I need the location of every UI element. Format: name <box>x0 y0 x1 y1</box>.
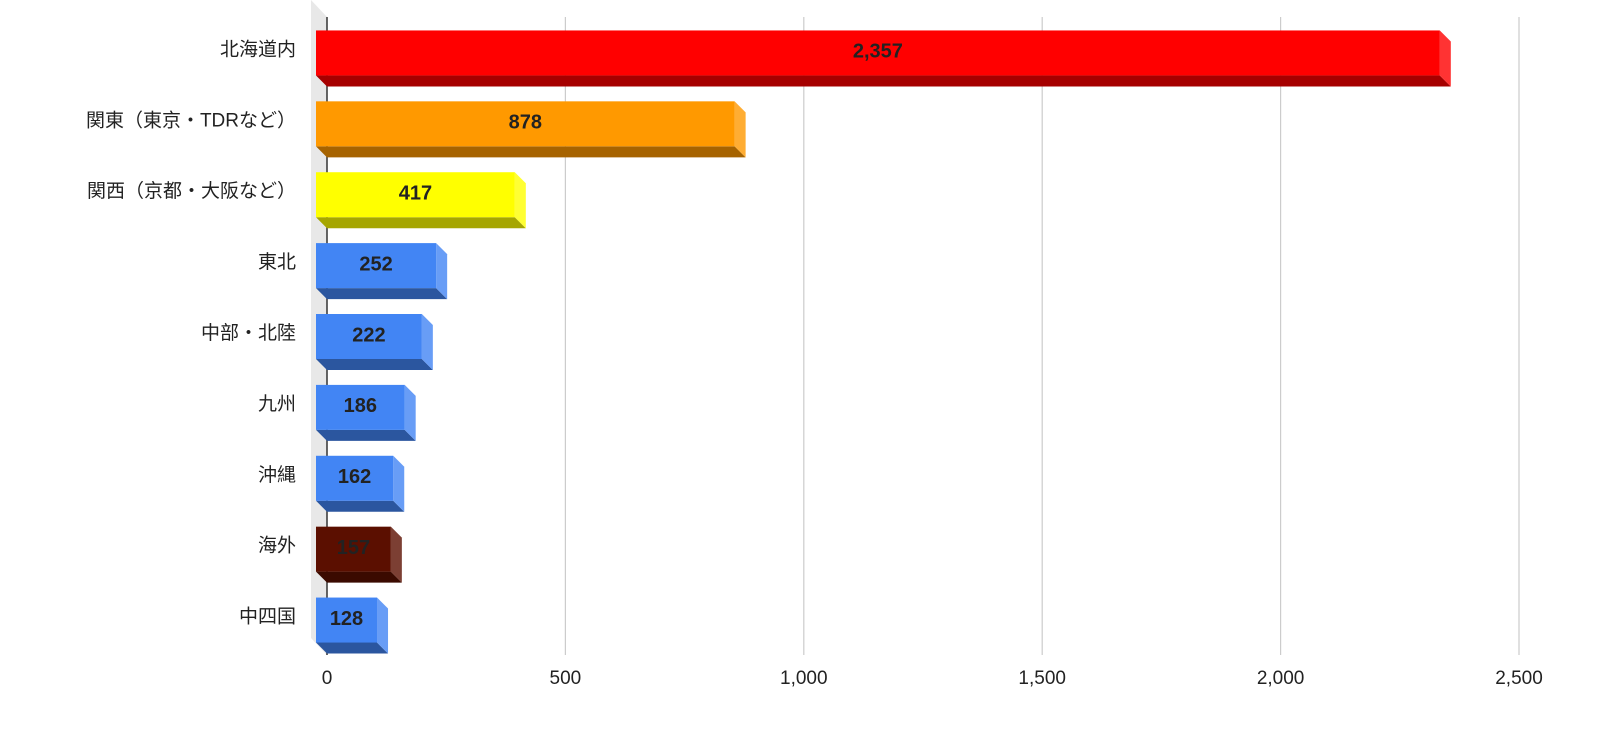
x-tick-label: 500 <box>550 668 582 689</box>
bar <box>316 172 515 218</box>
value-label: 222 <box>352 324 385 346</box>
bar <box>316 314 422 359</box>
x-tick-label: 2,000 <box>1257 668 1305 689</box>
bar-bottom <box>316 75 1451 87</box>
bar-bottom <box>316 571 402 583</box>
bar-side <box>1439 30 1451 87</box>
bar-side <box>436 243 448 300</box>
value-label: 128 <box>330 608 363 630</box>
bar-side <box>377 597 389 654</box>
y-tick-label: 東北 <box>258 251 296 273</box>
bar <box>316 101 735 147</box>
bar <box>316 455 394 501</box>
bar-side <box>734 101 746 158</box>
value-label: 878 <box>509 112 542 134</box>
bar-bottom <box>316 146 746 158</box>
y-tick-label: 北海道内 <box>220 38 296 60</box>
x-tick-label: 2,500 <box>1495 668 1543 689</box>
value-label: 157 <box>337 537 370 559</box>
bar-side <box>404 384 416 441</box>
value-label: 252 <box>359 253 392 275</box>
y-tick-label: 海外 <box>258 535 296 557</box>
y-tick-label: 中四国 <box>239 606 296 628</box>
y-tick-label: 関東（東京・TDRなど） <box>86 109 296 131</box>
bar-bottom <box>316 217 526 229</box>
bar <box>316 384 405 430</box>
x-tick-label: 0 <box>322 668 333 689</box>
bar-side <box>421 314 433 370</box>
bar <box>316 30 1440 76</box>
bar-bottom <box>316 288 448 300</box>
bar-side <box>393 455 405 512</box>
bar-bottom <box>316 642 389 654</box>
bar-side <box>390 526 402 583</box>
bar-side <box>514 172 526 229</box>
x-tick-label: 1,000 <box>780 668 828 689</box>
bar <box>316 597 378 643</box>
x-tick-label: 1,500 <box>1018 668 1066 689</box>
y-tick-label: 九州 <box>258 393 296 415</box>
y-tick-label: 沖縄 <box>258 464 296 486</box>
bar <box>316 243 437 289</box>
bar-bottom <box>316 429 416 441</box>
bar-bottom <box>316 500 405 512</box>
bar <box>316 526 391 572</box>
bar-bottom <box>316 359 433 370</box>
y-tick-label: 中部・北陸 <box>201 322 296 344</box>
y-tick-label: 関西（京都・大阪など） <box>87 180 296 202</box>
value-label: 186 <box>344 395 377 417</box>
value-label: 162 <box>338 466 371 488</box>
value-label: 417 <box>399 183 432 205</box>
value-label: 2,357 <box>853 41 903 63</box>
